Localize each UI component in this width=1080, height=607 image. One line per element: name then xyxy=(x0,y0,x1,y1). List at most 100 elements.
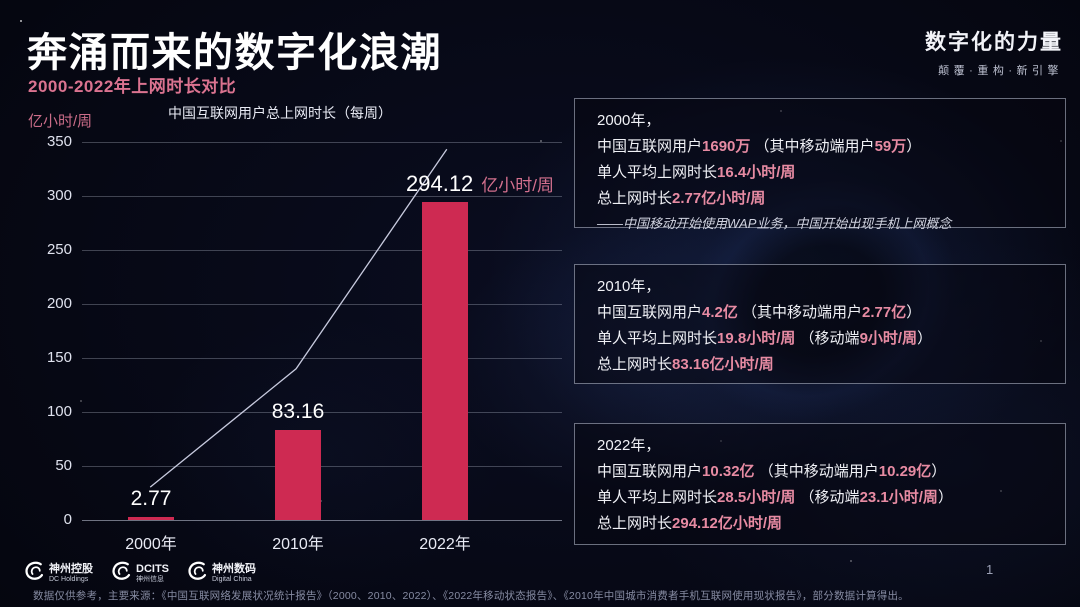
y-tick-label: 250 xyxy=(46,241,72,258)
x-tick-label: 2010年 xyxy=(272,536,324,553)
panel-text: 总上网时长 xyxy=(597,190,673,207)
panel-line: 单人平均上网时长16.4小时/周 xyxy=(597,160,1043,186)
y-tick-label: 0 xyxy=(63,511,72,528)
logo-1: 神州控股 DC Holdings xyxy=(24,560,93,586)
gridline xyxy=(82,250,562,251)
panel-accent-value: 16.4小时/周 xyxy=(717,164,796,181)
panel-year: 2000年， xyxy=(597,112,661,129)
trend-line xyxy=(149,148,448,488)
panel-text: 单人平均上网时长 xyxy=(597,330,718,347)
info-panel-3: 2022年， 中国互联网用户10.32亿 （其中移动端用户10.29亿） 单人平均上… xyxy=(574,423,1066,545)
bar-value-label: 294.12 亿小时/周 xyxy=(406,171,554,197)
panel-text: 总上网时长 xyxy=(597,356,673,373)
panel-text: （移动端 xyxy=(795,330,860,347)
panel-line: 总上网时长83.16亿小时/周 xyxy=(597,352,1043,378)
panel-text: （移动端 xyxy=(795,489,860,506)
gridline xyxy=(82,520,562,521)
brand-tagline: 颠覆·重构·新引擎 xyxy=(938,65,1063,77)
background-stars xyxy=(20,20,22,22)
panel-text: ） xyxy=(931,463,947,480)
panel-year: 2010年， xyxy=(597,278,661,295)
panel-accent-value: 4.2亿 xyxy=(702,304,738,321)
logo-text: 神州控股 DC Holdings xyxy=(49,563,93,584)
panel-text: （其中移动端用户 xyxy=(750,138,875,155)
galaxy-swirl-icon xyxy=(111,560,132,586)
panel-line: 中国互联网用户10.32亿 （其中移动端用户10.29亿） xyxy=(597,459,1043,485)
bar-chart-plot: 0 50 100 150 200 250 300 350 2.77 2000年 83.16 2010年… xyxy=(47,133,562,553)
page-subtitle: 2000-2022年上网时长对比 xyxy=(28,77,237,96)
bar-2010年 xyxy=(275,430,321,520)
brand-block: 数字化的力量 颠覆·重构·新引擎 xyxy=(925,26,1063,78)
logo-subname: Digital China xyxy=(212,575,252,583)
panel-text: 中国互联网用户 xyxy=(597,138,703,155)
panel-line: 中国互联网用户4.2亿 （其中移动端用户2.77亿） xyxy=(597,300,1043,326)
logo-2: DCITS 神州信息 xyxy=(111,560,169,586)
panel-text: ） xyxy=(906,304,922,321)
bar-2000年 xyxy=(128,517,175,520)
bar-value-number: 294.12 xyxy=(406,171,474,197)
brand-title: 数字化的力量 xyxy=(925,31,1063,54)
panel-text: （其中移动端用户 xyxy=(754,463,879,480)
logo-name: DCITS xyxy=(136,562,169,575)
logo-name: 神州数码 xyxy=(212,562,256,575)
panel-line: 总上网时长2.77亿小时/周 xyxy=(597,186,1043,212)
gridline xyxy=(82,358,562,359)
galaxy-swirl-icon xyxy=(187,560,208,586)
panel-text: ） xyxy=(937,489,953,506)
bar-value-unit: 亿小时/周 xyxy=(481,176,555,196)
x-tick-label: 2022年 xyxy=(419,536,471,553)
logo-row: 神州控股 DC Holdings DCITS 神州信息 神州数码 Digital Chin… xyxy=(24,560,256,586)
panel-line: 中国互联网用户1690万 （其中移动端用户59万） xyxy=(597,134,1043,160)
gridline xyxy=(82,466,562,467)
logo-subname: DC Holdings xyxy=(49,575,89,583)
chart-title: 中国互联网用户总上网时长（每周） xyxy=(168,105,392,121)
panel-accent-value: 83.16亿小时/周 xyxy=(672,356,774,373)
panel-accent-value: 19.8小时/周 xyxy=(717,330,796,347)
panel-text: 中国互联网用户 xyxy=(597,304,703,321)
gridline xyxy=(82,412,562,413)
y-tick-label: 150 xyxy=(46,349,72,366)
panel-text: 中国互联网用户 xyxy=(597,463,703,480)
panel-accent-value: 2.77亿小时/周 xyxy=(672,190,766,207)
bar-value-label: 83.16 xyxy=(271,400,325,424)
footnote: 数据仅供参考，主要来源：《中国互联网络发展状况统计报告》（2000、2010、2… xyxy=(33,590,909,602)
panel-text: ） xyxy=(906,138,922,155)
y-tick-label: 300 xyxy=(46,187,72,204)
y-tick-label: 100 xyxy=(46,403,72,420)
panel-accent-value: 1690万 xyxy=(702,138,751,155)
panel-accent-value: 59万 xyxy=(874,138,907,155)
panel-accent-value: 23.1小时/周 xyxy=(859,489,938,506)
galaxy-swirl-icon xyxy=(24,560,45,586)
gridline xyxy=(82,304,562,305)
gridline xyxy=(82,196,562,197)
panel-line: 单人平均上网时长28.5小时/周 （移动端23.1小时/周） xyxy=(597,485,1043,511)
panel-year: 2022年， xyxy=(597,437,661,454)
panel-text: 单人平均上网时长 xyxy=(597,489,718,506)
panel-note: ——中国移动开始使用WAP业务，中国开始出现手机上网概念 xyxy=(597,216,952,231)
panel-text: ） xyxy=(917,330,933,347)
page-number: 1 xyxy=(986,562,994,577)
panel-accent-value: 10.29亿 xyxy=(878,463,932,480)
panel-accent-value: 9小时/周 xyxy=(859,330,918,347)
panel-accent-value: 10.32亿 xyxy=(702,463,755,480)
gridline xyxy=(82,142,562,143)
panel-accent-value: 2.77亿 xyxy=(862,304,907,321)
panel-text: （其中移动端用户 xyxy=(737,304,863,321)
info-panel-2: 2010年， 中国互联网用户4.2亿 （其中移动端用户2.77亿） 单人平均上网时长… xyxy=(574,264,1066,384)
panel-text: 单人平均上网时长 xyxy=(597,164,718,181)
info-panel-1: 2000年， 中国互联网用户1690万 （其中移动端用户59万） 单人平均上网时长1… xyxy=(574,98,1066,231)
y-tick-label: 50 xyxy=(55,457,72,474)
panel-accent-value: 294.12亿小时/周 xyxy=(672,515,783,532)
page-title: 奔涌而来的数字化浪潮 xyxy=(27,31,442,75)
panel-accent-value: 28.5小时/周 xyxy=(717,489,796,506)
panel-line: 单人平均上网时长19.8小时/周 （移动端9小时/周） xyxy=(597,326,1043,352)
x-tick-label: 2000年 xyxy=(125,536,177,553)
logo-text: 神州数码 Digital China xyxy=(212,563,256,584)
y-axis-unit-label: 亿小时/周 xyxy=(28,113,93,130)
bar-value-label: 2.77 xyxy=(130,487,172,510)
logo-subname: 神州信息 xyxy=(136,575,164,583)
panel-text: 总上网时长 xyxy=(597,515,673,532)
logo-text: DCITS 神州信息 xyxy=(136,563,169,584)
bar-2022年 xyxy=(422,202,469,520)
